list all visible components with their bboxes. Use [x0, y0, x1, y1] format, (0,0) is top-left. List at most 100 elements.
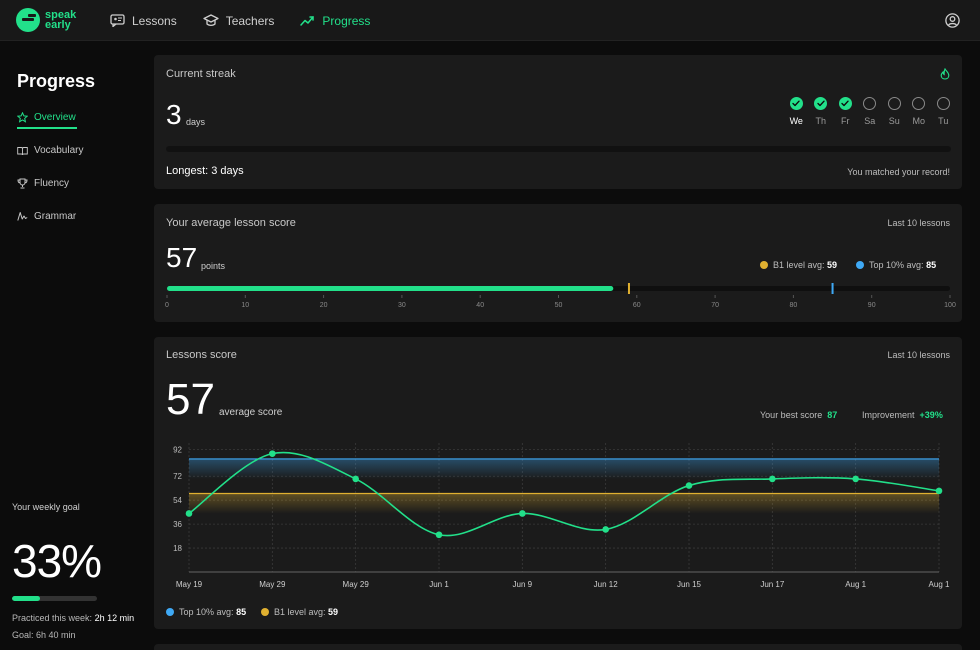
day-we: We — [784, 97, 809, 126]
next-card-partial — [154, 644, 962, 650]
nav-progress-label: Progress — [322, 13, 371, 28]
top10-dot-icon — [856, 261, 864, 269]
scale-tick-label: 0 — [165, 302, 169, 309]
average-score-title: Your average lesson score — [166, 217, 296, 229]
day-label: Th — [815, 116, 826, 126]
chart-legend-top10-label: Top 10% avg: — [179, 607, 234, 617]
lessons-score-value: 57 — [166, 375, 215, 424]
best-score-label: Your best score — [760, 410, 823, 420]
sidebar-item-grammar-label: Grammar — [34, 211, 77, 222]
b1-dot-icon — [760, 261, 768, 269]
lessons-score-unit: average score — [219, 407, 283, 418]
b1-marker — [627, 283, 630, 294]
day-label: Tu — [938, 116, 949, 126]
score-point — [435, 531, 443, 539]
day-label: We — [789, 116, 803, 126]
top-bar: speak early Lessons Teachers Progress — [0, 0, 980, 41]
day-fr: Fr — [833, 97, 858, 126]
nav-lessons-label: Lessons — [132, 13, 177, 28]
chart-legend-b1: B1 level avg: 59 — [261, 607, 338, 617]
day-label: Su — [888, 116, 900, 126]
practiced-value: 2h 12 min — [94, 613, 135, 623]
score-point — [685, 482, 693, 489]
record-message: You matched your record! — [847, 167, 950, 177]
check-circle-icon — [838, 97, 852, 110]
sidebar-item-vocabulary-label: Vocabulary — [34, 145, 84, 156]
sidebar-item-grammar[interactable]: Grammar — [17, 211, 76, 222]
practiced-label: Practiced this week: — [12, 613, 93, 623]
scale-tick-label: 30 — [398, 302, 406, 309]
current-streak-card: Current streak 3 days We Th Fr Sa Su Mo Tu Lon… — [154, 55, 962, 189]
scale-tick-label: 100 — [944, 302, 956, 309]
check-circle-icon — [789, 97, 803, 110]
legend-top10-dot-icon — [166, 608, 174, 616]
lessons-score-range: Last 10 lessons — [887, 350, 950, 360]
day-sa: Sa — [858, 97, 883, 126]
graduation-cap-icon — [203, 14, 219, 26]
lessons-score-title: Lessons score — [166, 349, 237, 361]
scale-tick-label: 60 — [633, 302, 641, 309]
lessons-score-chart: 92 72 54 36 18 May 19 May 29 May 29 Jun 1 Jun 9 Ju… — [173, 443, 950, 589]
top10-legend: Top 10% avg: 85 — [856, 260, 936, 270]
sidebar-item-fluency-label: Fluency — [34, 178, 70, 189]
nav-progress[interactable]: Progress — [300, 14, 370, 28]
score-point — [185, 510, 193, 517]
scale-tick-label: 50 — [555, 302, 563, 309]
b1-level-label: B1 level avg: — [773, 260, 825, 270]
chart-legend-b1-value: 59 — [328, 607, 339, 617]
weekly-goal-percent: 33% — [12, 535, 102, 587]
user-profile-icon[interactable] — [945, 13, 960, 28]
improvement: Improvement +39% — [862, 410, 943, 420]
day-th: Th — [809, 97, 834, 126]
x-tick-label: Jun 12 — [594, 580, 619, 589]
empty-circle-icon — [912, 97, 926, 110]
sidebar-item-overview[interactable]: Overview — [17, 112, 76, 123]
legend-b1-dot-icon — [261, 608, 269, 616]
average-score-unit: points — [201, 261, 226, 271]
longest-streak: Longest: 3 days — [166, 165, 244, 177]
scale-fill — [167, 286, 614, 291]
app-logo[interactable]: speak early — [16, 8, 76, 32]
b1-level-legend: B1 level avg: 59 — [760, 260, 837, 270]
chat-bubble-icon — [110, 14, 125, 27]
nav-lessons[interactable]: Lessons — [110, 14, 177, 28]
logo-icon — [16, 8, 40, 32]
sidebar-item-overview-label: Overview — [34, 112, 76, 123]
x-tick-label: Jun 9 — [513, 580, 533, 589]
empty-circle-icon — [887, 97, 901, 110]
x-tick-label: May 29 — [343, 580, 370, 589]
best-score-value: 87 — [827, 410, 838, 420]
day-su: Su — [882, 97, 907, 126]
sidebar-item-vocabulary[interactable]: Vocabulary — [17, 145, 83, 156]
scale-tick-label: 20 — [320, 302, 328, 309]
sidebar-item-fluency[interactable]: Fluency — [17, 178, 69, 189]
b1-level-value: 59 — [827, 260, 838, 270]
day-label: Mo — [912, 116, 925, 126]
scale-tick-label: 80 — [790, 302, 798, 309]
score-point — [352, 475, 359, 483]
practiced-this-week: Practiced this week: 2h 12 min — [12, 613, 134, 623]
nav-teachers[interactable]: Teachers — [203, 13, 275, 28]
top10-value: 85 — [926, 260, 937, 270]
score-point — [852, 475, 859, 483]
day-label: Sa — [864, 116, 876, 126]
streak-progress-track — [166, 146, 951, 152]
logo-text-line2: early — [45, 19, 71, 31]
score-point — [602, 526, 609, 533]
trophy-icon — [17, 178, 28, 189]
weekly-goal-progress-bar — [12, 596, 97, 601]
y-tick-label: 18 — [173, 544, 182, 553]
average-score-card: Your average lesson score Last 10 lesson… — [154, 204, 962, 322]
score-line — [188, 451, 940, 537]
x-tick-label: May 29 — [259, 580, 286, 589]
scale-tick-label: 90 — [868, 302, 876, 309]
top10-band — [189, 458, 939, 479]
book-icon — [17, 146, 28, 155]
x-tick-label: Jun 15 — [677, 580, 702, 589]
y-tick-label: 36 — [173, 520, 182, 529]
improvement-label: Improvement — [862, 410, 915, 420]
nav-teachers-label: Teachers — [225, 13, 275, 28]
scale-tick-label: 10 — [241, 302, 249, 309]
star-icon — [17, 112, 28, 123]
score-point — [269, 450, 276, 457]
